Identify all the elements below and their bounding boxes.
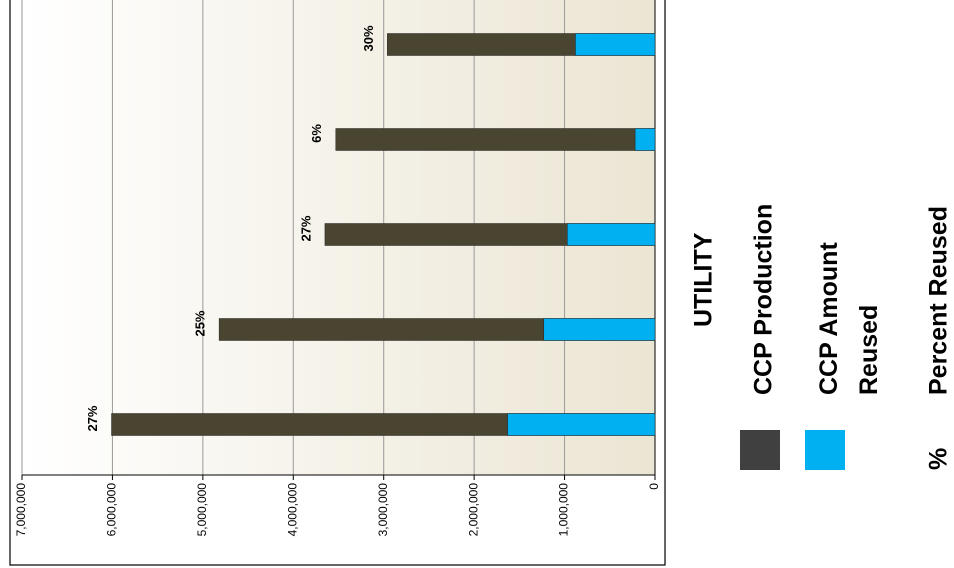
x-tick-label: 4,000,000 (285, 483, 299, 537)
x-tick-label: 1,000,000 (557, 483, 571, 537)
legend-symbol: % (925, 448, 953, 470)
x-tick-label: 2,000,000 (466, 483, 480, 537)
x-tick-label: 5,000,000 (195, 483, 209, 537)
legend-label: CCP Production (750, 204, 778, 395)
x-tick-label: 6,000,000 (105, 483, 119, 537)
legend-label: Percent Reused (925, 206, 953, 395)
percent-label: 27% (85, 405, 100, 431)
legend-label: CCP Amount Reused (815, 242, 883, 395)
percent-label: 25% (193, 310, 208, 336)
percent-label: 27% (298, 215, 313, 241)
bar (634, 128, 656, 151)
legend-swatch (740, 430, 780, 470)
bar (507, 413, 656, 436)
legend-title: UTILITY (690, 232, 718, 327)
bar (543, 318, 656, 341)
legend-swatch (805, 430, 845, 470)
percent-label: 30% (361, 25, 376, 51)
bar (335, 128, 656, 151)
percent-label: 6% (309, 124, 324, 143)
bar (575, 33, 656, 56)
x-tick-label: 0 (647, 483, 661, 490)
x-tick-label: 3,000,000 (376, 483, 390, 537)
x-tick-label: 7,000,000 (14, 483, 28, 537)
bar (567, 223, 656, 246)
